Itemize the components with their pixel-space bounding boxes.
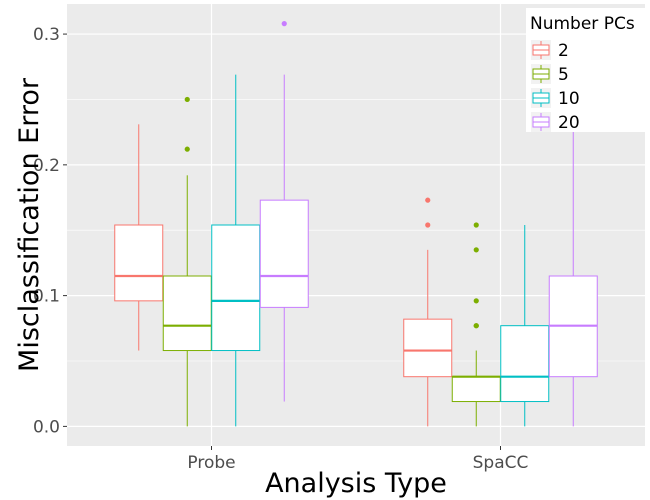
box-5-probe [162, 96, 212, 427]
legend-item-5: 5 [531, 64, 569, 85]
box-body [451, 376, 501, 403]
x-axis-ticks: Probe SpaCC [187, 446, 528, 473]
box-2-spacc [403, 197, 453, 427]
outlier-point [473, 247, 479, 253]
y-tick-label: 0.3 [33, 25, 60, 45]
box-body [403, 318, 453, 378]
box-10-probe [211, 74, 261, 427]
y-tick-label: 0.0 [33, 417, 60, 437]
box-body [162, 275, 212, 352]
outlier-point [184, 96, 190, 103]
outlier-point [281, 21, 287, 27]
box-5-spacc [451, 222, 501, 427]
legend-item-20: 20 [531, 112, 580, 133]
box-body [500, 325, 550, 403]
outlier-point [425, 222, 431, 228]
box-20-spacc [548, 104, 598, 427]
legend-item-10: 10 [531, 88, 580, 109]
y-axis-ticks: 0.0 0.1 0.2 0.3 [33, 25, 67, 437]
x-tick-label: SpaCC [473, 453, 529, 473]
x-axis-title: Analysis Type [265, 468, 447, 499]
outlier-point [473, 222, 479, 228]
y-tick-label: 0.2 [33, 156, 60, 176]
legend-item-2: 2 [531, 40, 569, 61]
box-groups [114, 21, 598, 427]
box-20-probe [259, 21, 309, 402]
legend-label: 2 [558, 41, 569, 61]
box-2-probe [114, 124, 164, 351]
box-body [259, 199, 309, 308]
legend-label: 20 [558, 113, 580, 133]
legend-items: 2 5 10 20 [531, 40, 580, 133]
outlier-point [473, 298, 479, 304]
legend-label: 10 [558, 89, 580, 109]
box-10-spacc [500, 225, 550, 427]
outlier-point [425, 197, 431, 203]
y-axis-title: Misclassification Error [14, 77, 45, 372]
outlier-point [184, 146, 190, 152]
y-tick-label: 0.1 [33, 287, 60, 307]
legend-title: Number PCs [530, 14, 635, 34]
legend: Number PCs 2 5 10 20 [526, 8, 646, 133]
x-tick-label: Probe [187, 453, 235, 473]
box-body [114, 224, 164, 302]
legend-label: 5 [558, 65, 569, 85]
outlier-point [473, 323, 479, 329]
box-body [211, 224, 261, 352]
